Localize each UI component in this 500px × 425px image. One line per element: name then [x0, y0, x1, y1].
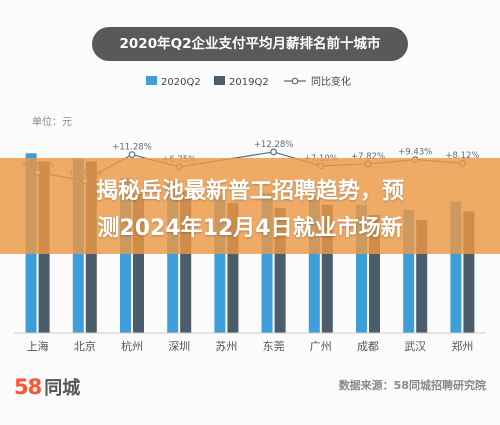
legend-marker-change — [291, 77, 299, 85]
x-tick-label-2: 杭州 — [121, 339, 143, 353]
headline-line-1: 揭秘岳池最新普工招聘趋势，预 — [95, 179, 404, 204]
bar-2019q2-2 — [133, 193, 144, 333]
chart-title: 2020年Q2企业支付平均月薪排名前十城市 — [92, 27, 408, 61]
change-point-2 — [128, 151, 136, 159]
bar-2020q2-9 — [450, 201, 462, 333]
x-tick-label-7: 成都 — [357, 340, 379, 353]
change-point-5 — [270, 148, 278, 156]
bar-2020q2-4 — [214, 194, 226, 333]
legend-swatch-2020q2 — [146, 76, 157, 85]
x-tick-label-5: 东莞 — [263, 340, 285, 353]
bar-2020q2-5 — [261, 193, 273, 333]
bar-2019q2-8 — [416, 219, 428, 333]
change-label-7: +7.82% — [351, 152, 385, 162]
x-tick-labels: 上海 北京 杭州 深圳 苏州 东莞 广州 成都 武汉 郑州 — [27, 339, 474, 353]
legend: 2020Q2 2019Q2 同比变化 — [146, 75, 351, 88]
x-tick-label-4: 苏州 — [215, 340, 237, 353]
x-tick-label-8: 武汉 — [404, 340, 426, 353]
change-label-9: +8.12% — [445, 151, 479, 161]
unit-label: 单位：元 — [32, 115, 72, 128]
legend-label-change: 同比变化 — [311, 75, 351, 88]
bar-2019q2-5 — [274, 208, 286, 333]
x-tick-label-0: 上海 — [27, 339, 49, 353]
bar-2019q2-6 — [321, 204, 333, 333]
bar-2019q2-3 — [180, 191, 192, 333]
bar-2020q2-2 — [120, 178, 131, 333]
x-tick-label-3: 深圳 — [168, 340, 190, 353]
legend-label-2019q2: 2019Q2 — [229, 77, 269, 88]
brand-logo: 58 同城 — [14, 375, 80, 399]
change-label-2: +11.28% — [112, 143, 152, 153]
bar-2019q2-7 — [369, 214, 380, 333]
x-tick-label-9: 郑州 — [451, 339, 473, 353]
bar-2020q2-6 — [308, 196, 320, 333]
bar-2019q2-4 — [227, 203, 239, 333]
x-tick-label-6: 广州 — [310, 340, 332, 353]
data-source: 数据来源：58同城招聘研究院 — [338, 379, 486, 392]
logo-number: 58 — [14, 375, 42, 399]
bar-2020q2-8 — [403, 209, 415, 333]
bar-2019q2-9 — [463, 211, 475, 333]
headline-line-2: 测2024年12月4日就业市场新 — [97, 216, 403, 241]
headline-banner — [0, 158, 500, 254]
legend-swatch-2019q2 — [214, 76, 225, 85]
bar-2020q2-7 — [356, 204, 367, 333]
logo-text: 同城 — [44, 378, 81, 399]
bar-2020q2-3 — [167, 181, 179, 333]
legend-label-2020q2: 2020Q2 — [161, 77, 201, 88]
change-label-5: +12.28% — [254, 140, 294, 150]
x-tick-label-1: 北京 — [74, 339, 96, 353]
change-label-8: +9.43% — [398, 148, 432, 158]
